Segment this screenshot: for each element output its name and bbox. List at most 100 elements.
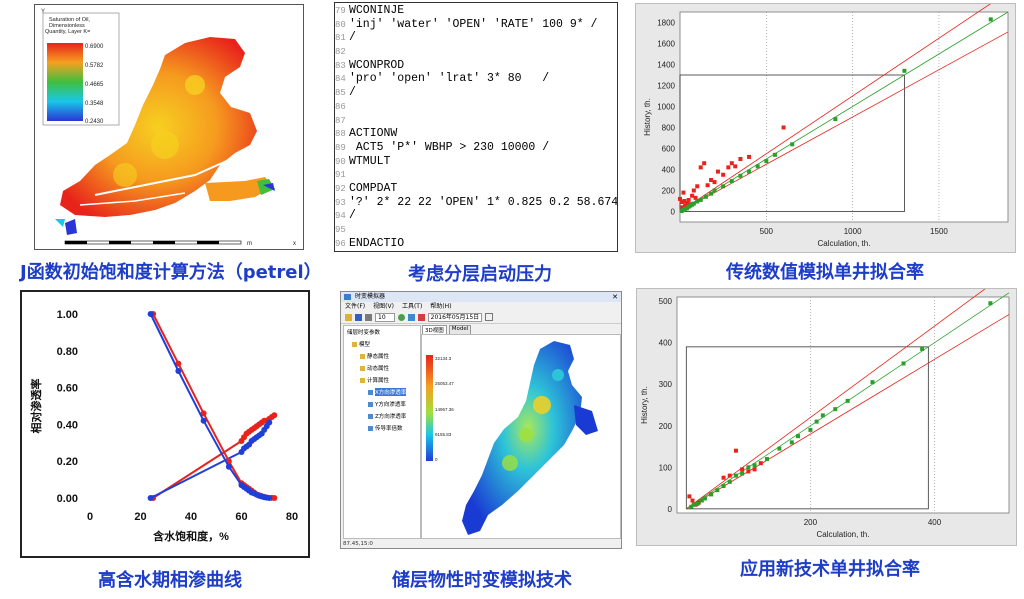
tree-item[interactable]: X方向渗透率 [344,386,420,398]
code-line: 96 ENDACTIO [335,237,617,251]
legend-value: 0.2430 [85,119,104,125]
scatter-point [686,197,691,202]
tree-item[interactable]: 传导率倍数 [344,422,420,434]
y-axis-label: History, th. [643,98,652,136]
y-axis-label: 相对渗透率 [29,379,43,434]
date-field[interactable]: 2016年05月15日 [427,312,483,322]
grid-icon[interactable] [365,313,372,321]
app-icon [344,294,351,300]
scatter-point [833,117,838,122]
rotate-icon[interactable] [397,313,405,321]
scatter-point [679,200,684,205]
x-tick-label: 200 [804,518,818,527]
property-icon [368,401,373,407]
scatter-point [781,125,786,130]
x-tick-label: 1000 [844,227,862,236]
menu-tools[interactable]: 工具(T) [401,303,423,310]
scatter-point [988,301,993,306]
tree-root[interactable]: 储层时变参数 [347,330,381,336]
relperm-point [200,417,207,424]
map-legend-value: 32134.3 [435,356,452,361]
scatter-point [747,154,752,159]
scatter-point [702,161,707,166]
legend-value: 0.5782 [85,63,104,69]
reservoir-shape [55,37,275,235]
folder-icon [360,377,365,383]
y-tick-label: 200 [659,422,673,431]
tree-item-label: X方向渗透率 [375,388,407,396]
line-text: ACTIONW [349,127,398,141]
scatter-point [790,142,795,147]
relperm-chart: 0.00 0.20 0.40 0.60 0.80 1.00 0 20 40 60 80 含水饱和度，%… [29,309,298,543]
stop-icon[interactable] [417,313,425,321]
open-icon[interactable] [345,313,352,321]
line-number: 91 [335,170,346,181]
scatter-point [902,68,907,73]
relperm-point [271,412,278,419]
fit-window-box [685,346,929,510]
scatter-point [833,407,838,412]
y-tick-label: 0.40 [57,419,78,431]
line-number: 81 [335,33,346,44]
scatter-point [721,475,726,480]
scatter-point [690,193,695,198]
scatter-point [789,440,794,445]
code-listing: 79 WCONINJE 80'inj' 'water' 'OPEN' 'RATE' … [335,3,617,250]
line-text: ENDACTIO [349,236,405,250]
caption-p3: 传统数值模拟单井拟合率 [726,262,924,283]
code-line: 82 [335,45,617,59]
menu-help[interactable]: 帮助(H) [430,303,452,310]
tree-item[interactable]: 计算属性 [344,374,420,386]
line-text: 'inj' 'water' 'OPEN' 'RATE' 100 9* / [349,17,598,31]
tree-item[interactable]: Y方向渗透率 [344,398,420,410]
scatter-point [681,190,686,195]
scatter-point [691,201,696,206]
relperm-chart-panel: 0.00 0.20 0.40 0.60 0.80 1.00 0 20 40 60 80 含水饱和度，%… [20,290,310,558]
y-tick-label: 400 [662,166,676,175]
map-legend-value: 0 [435,457,438,462]
menu-file[interactable]: 文件(F) [345,303,366,310]
code-line: 91 [335,168,617,182]
play-icon[interactable] [407,313,415,321]
relperm-point [266,419,273,426]
save-icon[interactable] [355,313,362,321]
scatter-point [740,467,745,472]
menu-view[interactable]: 视图(V) [373,303,394,310]
tree-pane: 储层时变参数 模型 静态属性 动态属性 计算属性 X方向渗透率 Y方向渗透率 Z方向渗透率传… [343,325,421,539]
scatter-point [721,484,726,488]
y-tick-label: 1600 [657,40,675,49]
code-line: 83 WCONPROD [335,59,617,73]
scatter-point [733,473,738,478]
map-legend-value: 9155.83 [435,432,452,437]
relperm-curve-kro [149,313,270,499]
tree-item[interactable]: 动态属性 [344,362,420,374]
line-number: 84 [335,74,346,85]
code-line: 86 [335,100,617,114]
legend-title-2: Dimensionless [49,23,85,29]
y-tick-label: 400 [659,339,673,348]
tree-list: 模型 静态属性 动态属性 计算属性 X方向渗透率 Y方向渗透率 Z方向渗透率传导率倍数 [344,338,420,434]
scatter-point [808,427,813,432]
code-line: 85/ [335,86,617,100]
tree-item-label: Z方向渗透率 [375,414,407,420]
scatter-point [695,199,700,204]
calendar-icon[interactable] [485,313,494,321]
tree-item[interactable]: 模型 [344,338,420,350]
x-tick-label: 60 [235,511,247,523]
scatter-point [684,201,689,206]
x-axis-label: 含水饱和度，% [152,529,229,543]
line-text: WCONINJE [349,4,405,17]
line-number: 85 [335,88,346,99]
relperm-point [147,495,154,501]
tree-item[interactable]: 静态属性 [344,350,420,362]
time-varying-map-svg: 32134.3 25053.47 14967.36 9155.83 0 [426,341,598,535]
code-editor-panel: 79 WCONINJE 80'inj' 'water' 'OPEN' 'RATE' … [334,2,618,252]
x-axis-label: Calculation, th. [817,530,870,539]
scatter-point [683,203,688,208]
zoom-select[interactable]: 10 [375,312,395,322]
close-icon[interactable]: ✕ [612,293,618,301]
scatter-point [738,157,743,161]
code-line: 92 COMPDAT [335,182,617,196]
scatter-point [726,165,731,170]
tree-item[interactable]: Z方向渗透率 [344,410,420,422]
